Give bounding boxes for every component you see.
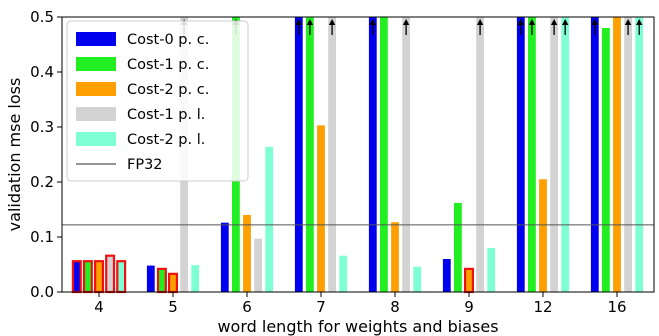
bar-6-series-0 [220,222,229,292]
bar-6-series-4 [265,146,274,292]
legend-label-fp32: FP32 [127,157,163,173]
bar-12-series-2 [539,179,547,292]
bar-4-series-2 [93,260,104,294]
plot-frame [61,16,655,293]
bar-16-series-4 [635,17,644,292]
y-axis-label: validation mse loss [5,78,24,232]
x-tick-label-7: 16 [607,298,626,316]
bar-12-series-1 [528,17,536,292]
y-tick-label-3: 0.3 [30,118,54,136]
legend-label-2: Cost-2 p. c. [127,82,209,98]
overflow-arrows-layer [180,19,643,35]
overflow-arrow-8-series-0 [369,19,376,35]
legend-swatch-4 [76,132,116,146]
bar-16-series-0 [590,17,599,292]
x-tick-label-0: 4 [94,298,104,316]
x-tick-label-3: 7 [316,298,326,316]
bar-6-series-2 [243,215,251,292]
legend-swatch-2 [76,82,116,96]
bar-8-series-4 [413,266,422,292]
bar-7-series-0 [294,17,303,292]
bar-5-series-0 [146,265,155,292]
bar-12-series-0 [516,17,525,292]
bar-8-series-1 [380,17,388,292]
bar-16-series-1 [602,28,610,292]
bar-5-series-4 [191,265,200,292]
bar-16-series-2 [613,17,621,292]
legend-label-1: Cost-1 p. c. [127,57,209,73]
bar-5-series-2 [168,272,179,294]
x-tick-label-6: 12 [533,298,552,316]
bar-12-series-3 [550,17,558,292]
bar-9-series-4 [487,248,496,292]
overflow-arrow-12-series-3 [550,19,558,35]
overflow-arrow-7-series-0 [295,19,302,35]
y-tick-label-2: 0.2 [30,173,54,191]
bar-8-series-2 [391,222,399,292]
bar-16-series-3 [624,17,632,292]
overflow-arrow-12-series-4 [562,19,569,35]
legend-label-3: Cost-1 p. l. [127,107,205,123]
overflow-arrow-7-series-3 [328,19,336,35]
legend-label-4: Cost-2 p. l. [127,132,205,148]
x-tick-label-5: 9 [464,298,474,316]
bar-4-series-0 [71,260,82,294]
overflow-arrow-16-series-3 [624,19,632,35]
bar-9-series-2 [464,267,475,294]
legend-label-0: Cost-0 p. c. [127,32,209,48]
bar-9-series-1 [454,202,462,292]
bar-7-series-4 [339,255,348,292]
y-axis: 0.0 0.1 0.2 0.3 0.4 0.5 [30,8,62,301]
bar-4-series-1 [82,260,93,294]
bar-4-series-4 [116,260,127,294]
x-tick-label-4: 8 [390,298,400,316]
x-axis: 4 5 6 7 8 9 12 16 [94,292,627,316]
legend-swatch-3 [76,107,116,121]
overflow-arrow-12-series-0 [517,19,524,35]
x-tick-label-1: 5 [168,298,178,316]
overflow-arrow-16-series-0 [591,19,598,35]
bar-7-series-1 [306,17,314,292]
bar-5-series-1 [156,267,167,294]
y-tick-label-1: 0.1 [30,228,54,246]
bars-layer [71,17,644,294]
legend-swatch-1 [76,57,116,71]
overflow-arrow-9-series-3 [476,19,484,35]
x-axis-label: word length for weights and biases [217,317,498,336]
overflow-arrow-8-series-3 [402,19,410,35]
legend-swatch-0 [76,32,116,46]
y-tick-label-0: 0.0 [30,283,54,301]
bar-8-series-0 [368,17,377,292]
bar-9-series-3 [476,17,484,292]
overflow-arrow-16-series-4 [636,19,643,35]
x-tick-label-2: 6 [242,298,252,316]
y-tick-label-5: 0.5 [30,8,54,26]
y-tick-label-4: 0.4 [30,63,54,81]
overflow-arrow-12-series-1 [528,19,536,35]
bar-7-series-2 [317,125,325,292]
overflow-arrow-7-series-1 [306,19,314,35]
bar-7-series-3 [328,17,336,292]
bar-12-series-4 [561,17,570,292]
bar-9-series-0 [442,259,451,292]
bar-8-series-3 [402,17,410,292]
bar-4-series-3 [105,254,116,294]
legend: Cost-0 p. c. Cost-1 p. c. Cost-2 p. c. Cost… [66,20,249,182]
bar-6-series-3 [254,238,262,292]
